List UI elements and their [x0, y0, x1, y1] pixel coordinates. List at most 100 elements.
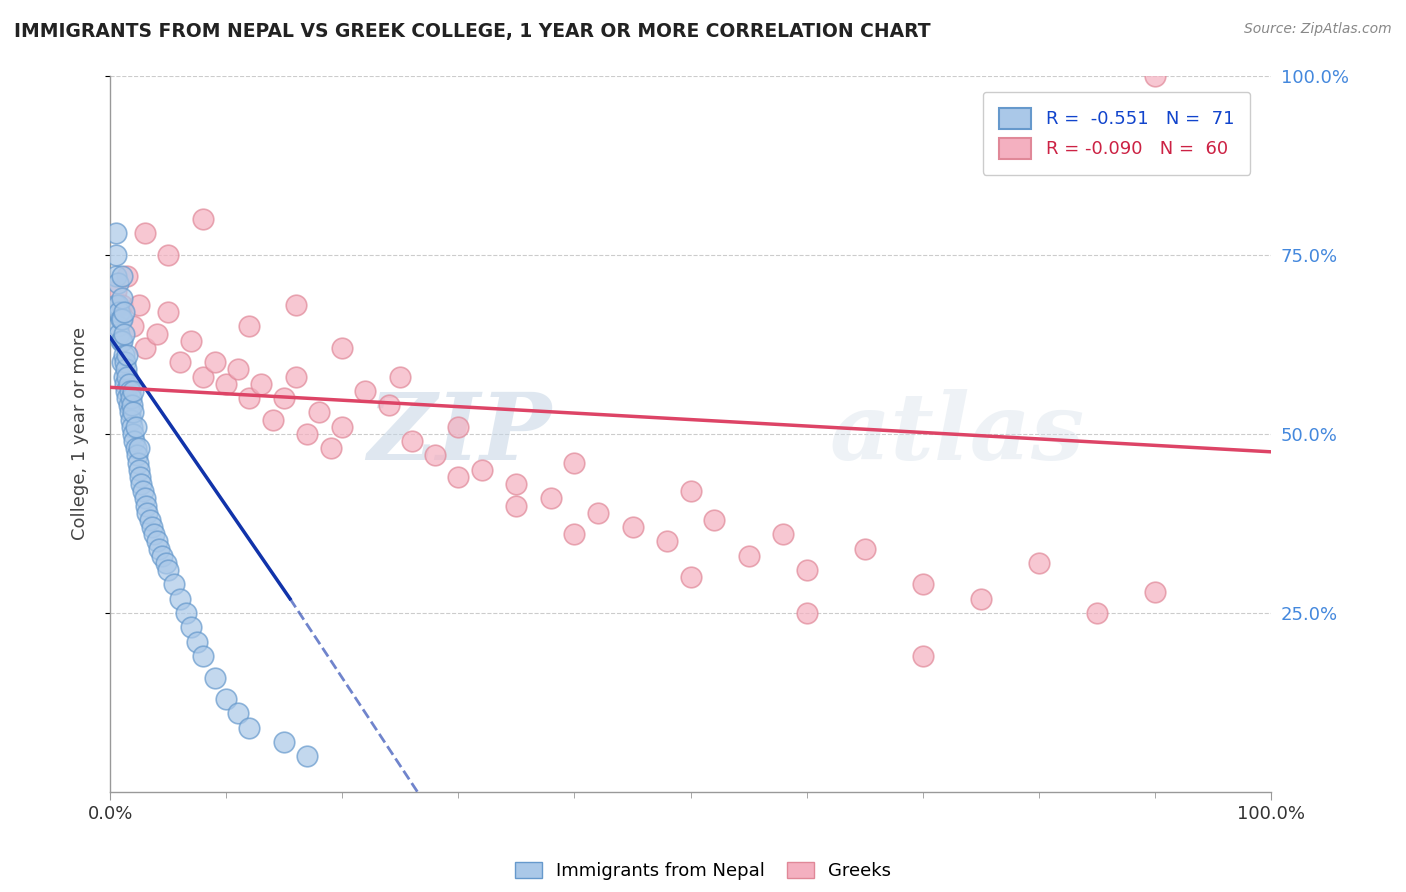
Point	[1085, 606, 1108, 620]
Point	[122, 426, 145, 441]
Point	[354, 384, 377, 398]
Point	[117, 348, 139, 362]
Point	[145, 534, 167, 549]
Legend: R =  -0.551   N =  71, R = -0.090   N =  60: R = -0.551 N = 71, R = -0.090 N = 60	[983, 92, 1250, 175]
Point	[134, 491, 156, 506]
Point	[110, 334, 132, 348]
Point	[104, 226, 127, 240]
Point	[128, 298, 150, 312]
Point	[125, 449, 148, 463]
Point	[377, 398, 399, 412]
Point	[273, 735, 295, 749]
Point	[118, 376, 141, 391]
Point	[121, 419, 143, 434]
Point	[297, 749, 319, 764]
Point	[104, 298, 127, 312]
Point	[284, 298, 307, 312]
Point	[297, 426, 319, 441]
Point	[138, 513, 160, 527]
Point	[117, 269, 139, 284]
Point	[129, 470, 152, 484]
Point	[118, 398, 141, 412]
Point	[621, 520, 644, 534]
Point	[737, 549, 759, 563]
Point	[127, 456, 149, 470]
Point	[124, 442, 146, 456]
Point	[174, 606, 197, 620]
Point	[117, 391, 139, 405]
Point	[564, 456, 586, 470]
Point	[136, 506, 159, 520]
Point	[115, 362, 138, 376]
Point	[657, 534, 679, 549]
Point	[308, 405, 330, 419]
Point	[169, 355, 191, 369]
Point	[226, 362, 249, 376]
Y-axis label: College, 1 year or more: College, 1 year or more	[72, 327, 89, 541]
Point	[330, 419, 353, 434]
Point	[111, 291, 134, 305]
Point	[131, 484, 153, 499]
Point	[204, 671, 226, 685]
Point	[911, 577, 934, 591]
Point	[204, 355, 226, 369]
Point	[128, 442, 150, 456]
Point	[186, 634, 208, 648]
Point	[111, 355, 134, 369]
Point	[191, 211, 214, 226]
Point	[104, 248, 127, 262]
Point	[157, 248, 180, 262]
Point	[226, 706, 249, 721]
Point	[118, 384, 141, 398]
Point	[112, 348, 135, 362]
Point	[679, 484, 702, 499]
Point	[112, 326, 135, 341]
Point	[122, 384, 145, 398]
Point	[238, 391, 260, 405]
Point	[262, 412, 284, 426]
Point	[112, 369, 135, 384]
Point	[401, 434, 423, 448]
Point	[122, 319, 145, 334]
Point	[120, 391, 142, 405]
Point	[505, 477, 527, 491]
Point	[108, 305, 131, 319]
Point	[141, 520, 163, 534]
Point	[1028, 556, 1050, 570]
Point	[238, 721, 260, 735]
Point	[284, 369, 307, 384]
Point	[425, 449, 447, 463]
Point	[911, 649, 934, 664]
Text: atlas: atlas	[830, 389, 1085, 479]
Text: Source: ZipAtlas.com: Source: ZipAtlas.com	[1244, 22, 1392, 37]
Point	[250, 376, 273, 391]
Point	[191, 369, 214, 384]
Point	[330, 341, 353, 355]
Point	[1143, 69, 1166, 83]
Point	[853, 541, 876, 556]
Point	[107, 298, 129, 312]
Point	[117, 369, 139, 384]
Point	[169, 591, 191, 606]
Point	[124, 434, 146, 448]
Point	[111, 312, 134, 326]
Point	[970, 591, 993, 606]
Point	[107, 319, 129, 334]
Text: IMMIGRANTS FROM NEPAL VS GREEK COLLEGE, 1 YEAR OR MORE CORRELATION CHART: IMMIGRANTS FROM NEPAL VS GREEK COLLEGE, …	[14, 22, 931, 41]
Point	[273, 391, 295, 405]
Point	[180, 334, 202, 348]
Point	[104, 284, 127, 298]
Point	[772, 527, 794, 541]
Point	[124, 419, 146, 434]
Point	[180, 620, 202, 634]
Point	[505, 499, 527, 513]
Point	[111, 334, 134, 348]
Point	[796, 563, 818, 577]
Point	[564, 527, 586, 541]
Point	[143, 527, 166, 541]
Point	[115, 384, 138, 398]
Point	[107, 277, 129, 291]
Text: ZIP: ZIP	[367, 389, 551, 479]
Point	[114, 355, 136, 369]
Point	[540, 491, 562, 506]
